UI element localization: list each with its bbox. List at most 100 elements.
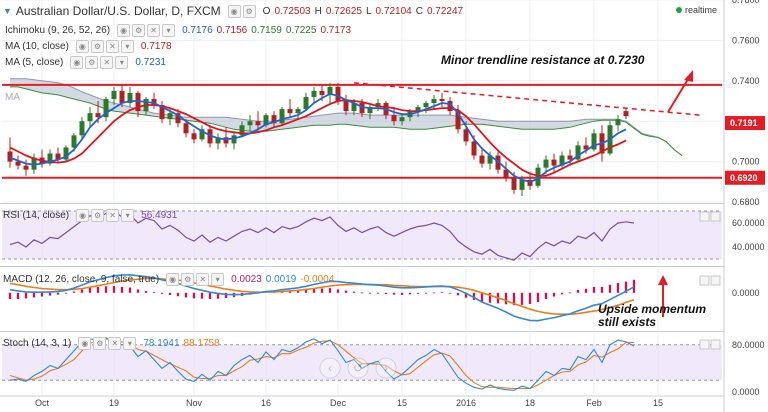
settings-icon[interactable]: ⚙: [242, 4, 256, 18]
ichimoku-legend[interactable]: Ichimoku (9, 26, 52, 26) ◉ ⚙ ✕ ▾ 0.7176 0.7…: [5, 24, 351, 37]
close-icon[interactable]: ✕: [106, 209, 120, 222]
candle-body: [543, 159, 549, 168]
candle-body: [463, 129, 469, 142]
macd-histogram: [8, 279, 636, 306]
candle-body: [167, 113, 173, 120]
candle-body: [199, 129, 205, 140]
eye-icon[interactable]: ◉: [227, 4, 241, 18]
settings-icon[interactable]: ⚙: [85, 56, 99, 69]
ichimoku-value-5: 0.7173: [320, 25, 352, 36]
nav-reset-icon[interactable]: [347, 357, 369, 379]
macd-hist-bar: [392, 292, 396, 295]
macd-hist-bar: [72, 291, 76, 293]
trendline-resistance: [353, 82, 701, 116]
ma10-line: [9, 99, 627, 177]
candle-body: [535, 167, 541, 186]
more-icon[interactable]: ▾: [162, 24, 176, 37]
candle-body: [487, 155, 493, 164]
macd-hist-bar: [328, 288, 332, 293]
ichimoku-label: Ichimoku (9, 26, 52, 26): [5, 25, 111, 36]
symbol-title[interactable]: Australian Dollar/U.S. Dollar, D, FXCM: [15, 4, 221, 18]
candle-body: [87, 113, 93, 122]
more-icon[interactable]: ▾: [115, 56, 129, 69]
candle-body: [319, 90, 325, 95]
close-icon[interactable]: ✕: [108, 337, 122, 350]
settings-icon[interactable]: ⚙: [181, 273, 195, 286]
stoch-d-value: 88.1758: [183, 338, 220, 349]
macd-hist-bar: [448, 292, 452, 294]
settings-icon[interactable]: ⚙: [132, 24, 146, 37]
eye-icon[interactable]: ◉: [117, 24, 131, 37]
more-icon[interactable]: ▾: [121, 209, 135, 222]
candle-body: [263, 115, 269, 126]
candle-body: [103, 98, 109, 118]
nav-left-icon[interactable]: [319, 357, 341, 379]
macd-hist-bar: [512, 292, 516, 306]
scale-toggle-icon[interactable]: [699, 275, 710, 286]
more-icon[interactable]: ▾: [123, 337, 137, 350]
more-icon[interactable]: ▾: [211, 273, 225, 286]
macd-hist-bar: [528, 292, 532, 304]
candle-body: [431, 98, 437, 104]
candle-body: [287, 109, 293, 114]
ma10-label: MA (10, close): [5, 41, 69, 52]
macd-hist-bar: [424, 292, 428, 294]
rsi-legend[interactable]: RSI (14, close) ◉ ⚙ ✕ ▾ 56.4931: [3, 209, 177, 222]
date-tick-label: 16: [261, 398, 271, 408]
candle-body: [623, 111, 629, 117]
momentum-arrow-head: [658, 275, 668, 285]
candle-body: [175, 113, 181, 124]
arrow-down-icon[interactable]: ▼: [3, 6, 12, 16]
ma5-legend[interactable]: MA (5, close) ◉ ⚙ ✕ ▾ 0.7231: [5, 56, 166, 69]
eye-icon[interactable]: ◉: [78, 337, 92, 350]
stoch-legend[interactable]: Stoch (14, 3, 1) ◉ ⚙ ✕ ▾ 78.1941 88.1758: [3, 337, 220, 350]
pane-maximize-icon[interactable]: [710, 211, 721, 222]
candle-body: [311, 90, 317, 97]
candle-body: [503, 169, 509, 178]
candle-body: [399, 117, 405, 122]
candle-body: [279, 109, 285, 124]
macd-hist-bar: [368, 292, 372, 294]
ma10-legend[interactable]: MA (10, close) ◉ ⚙ ✕ ▾ 0.7178: [5, 40, 172, 53]
candle-body: [295, 109, 301, 114]
nav-right-icon[interactable]: [375, 357, 397, 379]
settings-icon[interactable]: ⚙: [91, 209, 105, 222]
close-icon[interactable]: ✕: [147, 24, 161, 37]
pane-maximize-icon[interactable]: [710, 339, 721, 350]
momentum-annotation-line-1: Upside momentum: [598, 302, 707, 316]
ma-faded-legend: MA: [5, 92, 20, 103]
macd-hist-bar: [584, 288, 588, 293]
date-tick-label: 2016: [456, 398, 476, 408]
candle-body: [343, 101, 349, 112]
candle-body: [239, 125, 245, 136]
close-icon[interactable]: ✕: [105, 40, 119, 53]
candle-body: [207, 129, 213, 144]
candle-body: [375, 103, 381, 108]
candle-body: [135, 92, 141, 112]
stoch-tick-label: 80.0000: [732, 340, 765, 350]
macd-hist-bar: [544, 292, 548, 299]
momentum-annotation-line-2: still exists: [598, 315, 657, 329]
macd-hist-bar: [608, 284, 612, 293]
scale-toggle-icon[interactable]: [699, 339, 710, 350]
close-icon[interactable]: ✕: [100, 56, 114, 69]
more-icon[interactable]: ▾: [120, 40, 134, 53]
settings-icon[interactable]: ⚙: [90, 40, 104, 53]
pane-maximize-icon[interactable]: [710, 275, 721, 286]
candle-body: [271, 115, 277, 124]
eye-icon[interactable]: ◉: [166, 273, 180, 286]
settings-icon[interactable]: ⚙: [93, 337, 107, 350]
eye-icon[interactable]: ◉: [76, 209, 90, 222]
macd-hist-bar: [504, 292, 508, 305]
eye-icon[interactable]: ◉: [75, 40, 89, 53]
price-tick-label: 0.7800: [732, 0, 760, 5]
rsi-tick-label: 60.0000: [732, 218, 765, 228]
close-icon[interactable]: ✕: [196, 273, 210, 286]
ohlc-open-label: O: [262, 5, 271, 17]
eye-icon[interactable]: ◉: [70, 56, 84, 69]
macd-legend[interactable]: MACD (12, 26, close, 9, false, true) ◉ ⚙ ✕…: [3, 273, 334, 286]
nav-right-icon-glyph: ›: [384, 361, 388, 375]
macd-hist-bar: [96, 286, 100, 293]
macd-hist-bar: [632, 279, 636, 293]
scale-toggle-icon[interactable]: [699, 211, 710, 222]
